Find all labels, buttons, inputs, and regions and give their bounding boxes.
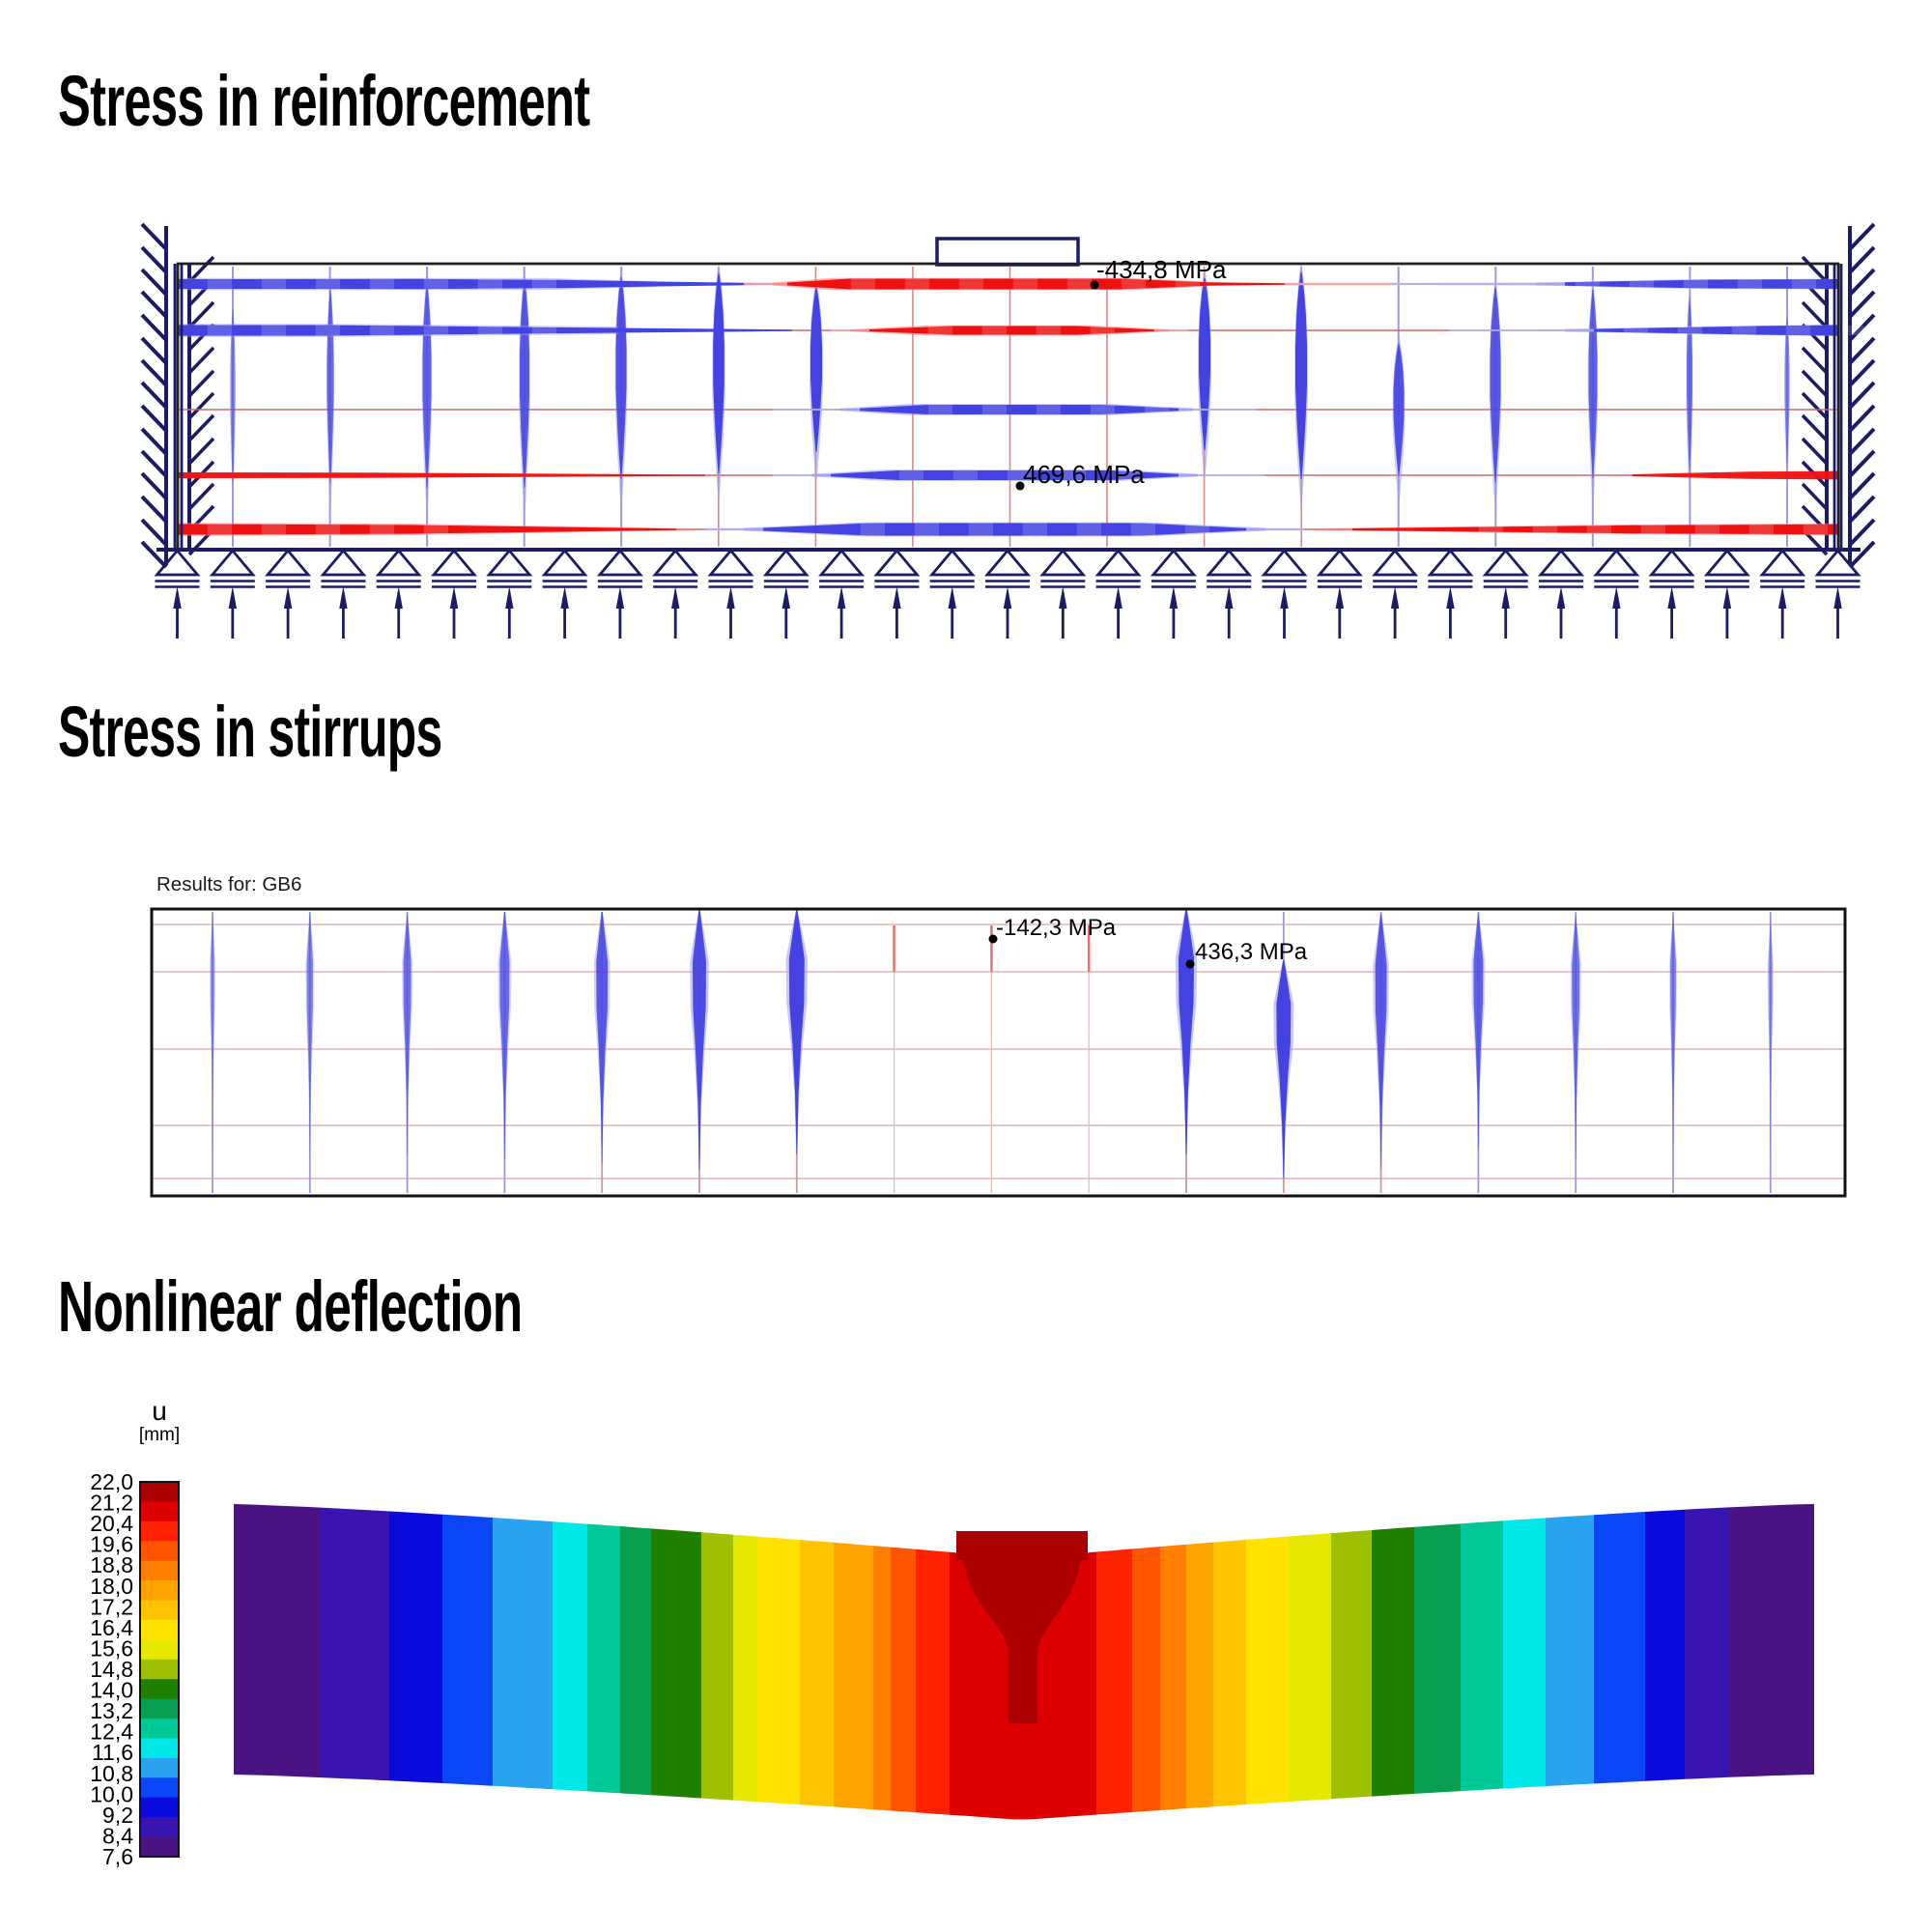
svg-text:u: u [152,1396,167,1426]
svg-text:9,2: 9,2 [102,1803,133,1828]
svg-text:18,8: 18,8 [90,1552,133,1577]
svg-text:436,3 MPa: 436,3 MPa [1195,939,1308,965]
svg-text:469,6 MPa: 469,6 MPa [1023,460,1145,489]
svg-text:[mm]: [mm] [139,1425,180,1445]
svg-text:8,4: 8,4 [102,1823,133,1848]
svg-text:11,6: 11,6 [92,1740,133,1765]
svg-text:7,6: 7,6 [102,1844,133,1869]
svg-text:Results for: GB6: Results for: GB6 [156,873,301,895]
svg-text:20,4: 20,4 [90,1511,133,1536]
svg-text:14,8: 14,8 [90,1657,133,1682]
svg-text:15,6: 15,6 [90,1635,133,1661]
svg-text:14,0: 14,0 [90,1678,133,1703]
svg-text:16,4: 16,4 [90,1615,133,1640]
svg-text:18,0: 18,0 [90,1574,133,1599]
svg-text:19,6: 19,6 [90,1532,133,1557]
svg-text:17,2: 17,2 [90,1594,133,1619]
svg-text:10,8: 10,8 [90,1761,133,1786]
svg-text:22,0: 22,0 [90,1469,133,1494]
svg-text:-142,3 MPa: -142,3 MPa [996,915,1117,941]
svg-text:21,2: 21,2 [90,1491,133,1516]
svg-text:10,0: 10,0 [90,1781,133,1806]
svg-text:12,4: 12,4 [90,1719,133,1745]
svg-text:13,2: 13,2 [90,1698,133,1723]
svg-text:-434,8 MPa: -434,8 MPa [1096,255,1227,284]
